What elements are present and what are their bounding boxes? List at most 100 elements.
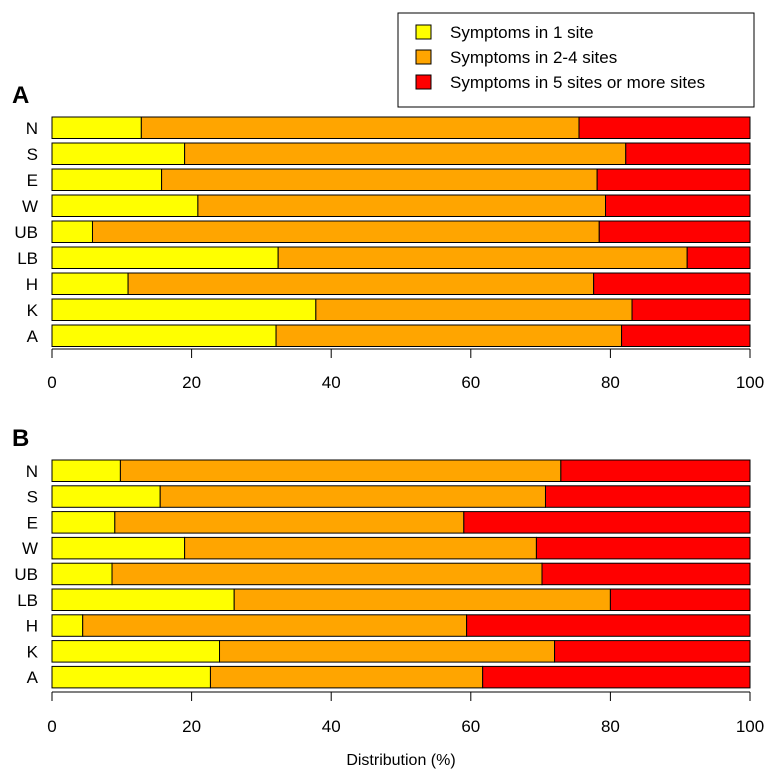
category-label: UB: [14, 223, 38, 242]
bar-e-symptoms-in-2-4-sites: [161, 168, 598, 191]
bar-k-symptoms-in-5-sites-or-more-sites: [554, 640, 751, 663]
bar-k-symptoms-in-5-sites-or-more-sites: [631, 298, 751, 321]
x-tick-label: 20: [182, 717, 201, 736]
bar-lb-symptoms-in-2-4-sites: [277, 246, 688, 269]
bar-n-symptoms-in-1-site: [51, 459, 121, 482]
bar-ub-symptoms-in-1-site: [51, 562, 113, 586]
bar-w-symptoms-in-1-site: [51, 536, 186, 560]
bar-lb-symptoms-in-1-site: [51, 588, 235, 611]
legend-swatch-symptoms-in-2-4-sites: [415, 49, 432, 65]
category-label: H: [26, 617, 38, 636]
bar-lb-symptoms-in-5-sites-or-more-sites: [609, 588, 751, 611]
x-tick-label: 0: [47, 717, 56, 736]
bar-s-symptoms-in-5-sites-or-more-sites: [544, 485, 751, 508]
x-tick-label: 0: [47, 373, 56, 392]
bar-lb-symptoms-in-1-site: [51, 246, 279, 269]
category-label: H: [26, 275, 38, 294]
bar-s-symptoms-in-2-4-sites: [184, 142, 627, 165]
bar-w-symptoms-in-1-site: [51, 194, 199, 217]
category-label: E: [27, 513, 38, 532]
bar-h-symptoms-in-2-4-sites: [127, 272, 595, 295]
bar-n-symptoms-in-5-sites-or-more-sites: [578, 116, 751, 139]
legend: Symptoms in 1 site Symptoms in 2-4 sites S…: [397, 12, 755, 108]
bar-a-symptoms-in-2-4-sites: [209, 665, 484, 689]
bar-a-symptoms-in-1-site: [51, 324, 277, 347]
legend-label: Symptoms in 5 sites or more sites: [450, 73, 705, 92]
category-label: N: [26, 462, 38, 481]
x-tick-label: 60: [461, 373, 480, 392]
bar-n-symptoms-in-5-sites-or-more-sites: [560, 459, 751, 482]
category-label: A: [27, 327, 39, 346]
bar-s-symptoms-in-2-4-sites: [159, 485, 546, 508]
bar-w-symptoms-in-5-sites-or-more-sites: [605, 194, 751, 217]
bar-w-symptoms-in-5-sites-or-more-sites: [535, 536, 751, 560]
bar-e-symptoms-in-5-sites-or-more-sites: [596, 168, 751, 191]
category-label: K: [27, 642, 39, 661]
bar-a-symptoms-in-5-sites-or-more-sites: [482, 665, 751, 689]
x-axis: 0 20 40 60 80 100: [47, 348, 764, 392]
legend-swatch-symptoms-in-5-sites-or-more-sites: [415, 74, 432, 90]
x-tick-label: 80: [601, 717, 620, 736]
bar-lb-symptoms-in-5-sites-or-more-sites: [686, 246, 751, 269]
bar-ub-symptoms-in-2-4-sites: [111, 562, 543, 586]
bar-e-symptoms-in-1-site: [51, 511, 116, 534]
category-label: E: [27, 171, 38, 190]
panel-label: A: [12, 82, 29, 109]
bar-ub-symptoms-in-2-4-sites: [91, 220, 600, 243]
x-axis: 0 20 40 60 80 100: [47, 691, 764, 736]
bar-ub-symptoms-in-5-sites-or-more-sites: [598, 220, 751, 243]
bar-e-symptoms-in-5-sites-or-more-sites: [463, 511, 751, 534]
bar-h-symptoms-in-5-sites-or-more-sites: [466, 614, 751, 637]
bar-s-symptoms-in-1-site: [51, 485, 161, 508]
legend-label: Symptoms in 2-4 sites: [450, 48, 617, 67]
bar-a-symptoms-in-5-sites-or-more-sites: [621, 324, 751, 347]
bar-n-symptoms-in-2-4-sites: [140, 116, 580, 139]
x-tick-label: 40: [322, 717, 341, 736]
category-label: A: [27, 668, 39, 687]
x-tick-label: 100: [736, 373, 764, 392]
bar-h-symptoms-in-2-4-sites: [82, 614, 468, 637]
bar-h-symptoms-in-5-sites-or-more-sites: [593, 272, 751, 295]
legend-frame: [397, 12, 755, 108]
bar-k-symptoms-in-1-site: [51, 298, 317, 321]
category-label: S: [27, 488, 38, 507]
bar-ub-symptoms-in-5-sites-or-more-sites: [541, 562, 751, 586]
category-label: LB: [17, 249, 38, 268]
bar-k-symptoms-in-2-4-sites: [315, 298, 633, 321]
bar-e-symptoms-in-1-site: [51, 168, 163, 191]
bar-s-symptoms-in-5-sites-or-more-sites: [625, 142, 751, 165]
panel-label: B: [12, 425, 29, 452]
category-label: N: [26, 119, 38, 138]
bar-k-symptoms-in-2-4-sites: [219, 640, 556, 663]
x-tick-label: 40: [322, 373, 341, 392]
x-axis-label: Distribution (%): [346, 752, 455, 769]
bar-e-symptoms-in-2-4-sites: [114, 511, 465, 534]
x-tick-label: 100: [736, 717, 764, 736]
category-label: K: [27, 301, 39, 320]
bar-w-symptoms-in-2-4-sites: [197, 194, 607, 217]
legend-swatch-symptoms-in-1-site: [415, 24, 432, 40]
x-tick-label: 20: [182, 373, 201, 392]
bar-a-symptoms-in-1-site: [51, 665, 211, 689]
category-label: UB: [14, 565, 38, 584]
bar-k-symptoms-in-1-site: [51, 640, 221, 663]
category-label: W: [22, 197, 38, 216]
x-tick-label: 60: [461, 717, 480, 736]
bar-h-symptoms-in-1-site: [51, 272, 129, 295]
bar-n-symptoms-in-2-4-sites: [119, 459, 562, 482]
bar-w-symptoms-in-2-4-sites: [184, 536, 537, 560]
legend-label: Symptoms in 1 site: [450, 23, 594, 42]
category-label: W: [22, 539, 38, 558]
bar-lb-symptoms-in-2-4-sites: [233, 588, 611, 611]
bar-s-symptoms-in-1-site: [51, 142, 186, 165]
bar-ub-symptoms-in-1-site: [51, 220, 93, 243]
category-label: LB: [17, 591, 38, 610]
x-tick-label: 80: [601, 373, 620, 392]
bar-h-symptoms-in-1-site: [51, 614, 84, 637]
category-label: S: [27, 145, 38, 164]
bar-a-symptoms-in-2-4-sites: [275, 324, 623, 347]
bar-n-symptoms-in-1-site: [51, 116, 142, 139]
